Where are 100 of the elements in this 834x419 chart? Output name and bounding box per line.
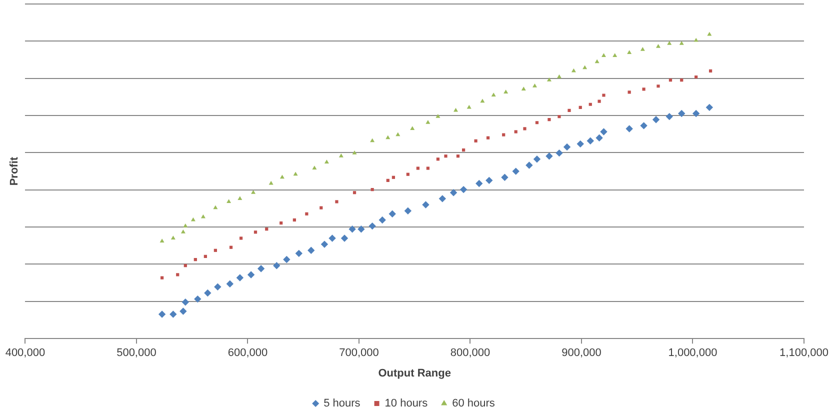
- point: [226, 280, 234, 288]
- point: [370, 188, 374, 192]
- point: [194, 295, 202, 303]
- point: [204, 254, 207, 258]
- point: [708, 69, 712, 72]
- point: [486, 136, 490, 140]
- point: [652, 116, 660, 124]
- point: [526, 162, 533, 169]
- x-tick-label: 800,000: [450, 347, 490, 360]
- point: [707, 32, 712, 36]
- point: [532, 84, 538, 88]
- point: [406, 172, 410, 176]
- point: [268, 180, 274, 185]
- point: [523, 127, 526, 130]
- point: [460, 186, 468, 194]
- point: [436, 158, 440, 161]
- point: [160, 238, 164, 243]
- point: [576, 140, 584, 148]
- point: [438, 195, 446, 202]
- point: [404, 207, 412, 214]
- point: [600, 128, 608, 136]
- point: [190, 217, 196, 222]
- point: [305, 212, 308, 216]
- point: [265, 228, 268, 231]
- point: [308, 246, 315, 254]
- point: [324, 160, 329, 164]
- x-tick-label: 1,100,000: [780, 347, 828, 360]
- point: [640, 122, 648, 130]
- point: [504, 90, 508, 94]
- point: [612, 53, 618, 58]
- point: [556, 74, 562, 78]
- point: [247, 271, 255, 278]
- point: [521, 86, 526, 90]
- point: [352, 191, 356, 194]
- point: [656, 84, 660, 88]
- point: [563, 143, 571, 151]
- point: [628, 90, 631, 94]
- x-axis-title: Output Range: [378, 367, 451, 380]
- point: [436, 114, 440, 118]
- x-tick-label: 400,000: [5, 347, 46, 360]
- point: [456, 154, 460, 158]
- point: [694, 75, 698, 79]
- point: [182, 298, 190, 306]
- point: [396, 132, 400, 136]
- point: [213, 205, 218, 210]
- legend-label: 60 hours: [452, 398, 496, 410]
- point: [184, 264, 187, 268]
- point: [680, 78, 684, 82]
- y-axis-title: Profit: [8, 156, 21, 186]
- point: [679, 40, 684, 45]
- point: [238, 196, 242, 200]
- point: [588, 102, 592, 106]
- point: [378, 216, 386, 224]
- point: [462, 148, 466, 152]
- point: [486, 176, 493, 184]
- point: [348, 225, 356, 233]
- x-tick-label: 600,000: [228, 347, 268, 360]
- point: [180, 308, 187, 315]
- point: [416, 166, 420, 170]
- point: [214, 283, 222, 290]
- point: [176, 273, 180, 276]
- point: [502, 133, 506, 136]
- point: [257, 265, 265, 272]
- point: [586, 137, 594, 144]
- point: [666, 112, 673, 120]
- point: [596, 134, 603, 142]
- point: [548, 118, 551, 122]
- point: [251, 190, 256, 194]
- point: [170, 310, 177, 318]
- point: [692, 110, 700, 118]
- point: [273, 262, 280, 270]
- point: [214, 248, 218, 252]
- point: [533, 156, 541, 163]
- point: [556, 149, 563, 157]
- point: [450, 188, 458, 196]
- point: [320, 206, 323, 210]
- point: [706, 104, 714, 112]
- point: [558, 114, 561, 118]
- point: [320, 240, 328, 248]
- point: [292, 218, 296, 222]
- point: [474, 139, 478, 142]
- point: [678, 110, 686, 118]
- x-tick-label: 700,000: [339, 347, 379, 360]
- point: [426, 166, 430, 170]
- point: [160, 276, 164, 280]
- point: [640, 47, 645, 51]
- legend-label: 5 hours: [324, 398, 361, 410]
- point: [656, 44, 661, 48]
- point: [546, 77, 552, 82]
- point: [338, 153, 344, 158]
- x-tick-label: 1,000,000: [668, 347, 718, 360]
- point: [180, 230, 186, 234]
- point: [386, 178, 390, 182]
- point: [388, 210, 396, 218]
- point: [183, 223, 188, 228]
- point: [358, 225, 365, 233]
- point: [642, 88, 646, 91]
- legend-label: 10 hours: [384, 398, 428, 410]
- point: [602, 94, 606, 97]
- point: [368, 222, 376, 230]
